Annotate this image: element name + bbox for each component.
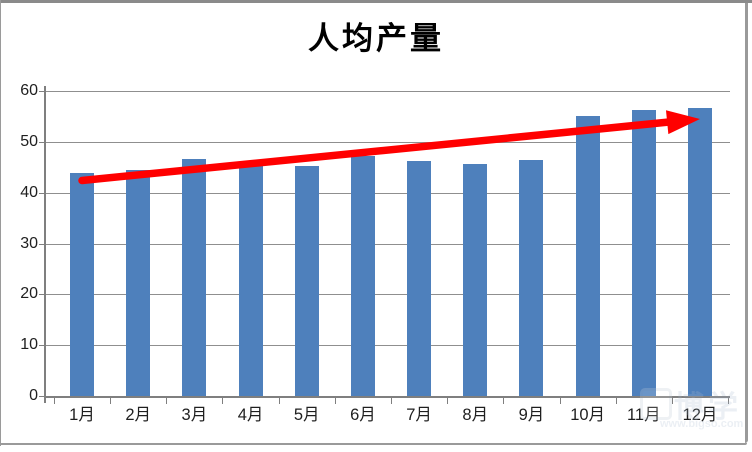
x-axis-tick: [728, 398, 730, 404]
bar: [70, 172, 94, 396]
bar: [688, 107, 712, 396]
watermark-logo-icon: [640, 388, 672, 420]
x-axis-label: 2月: [125, 406, 152, 424]
x-axis-label: 10月: [570, 406, 606, 424]
x-axis-tick: [166, 398, 168, 404]
bar: [631, 110, 656, 396]
bar: [519, 159, 544, 396]
y-axis-tick: [39, 396, 45, 397]
x-axis-tick: [334, 398, 336, 404]
gridline: [45, 141, 730, 143]
x-axis-label: 1月: [69, 406, 95, 424]
gridline: [45, 243, 730, 245]
x-axis-line: [45, 396, 730, 398]
bar: [126, 169, 151, 396]
x-axis-label: 7月: [406, 406, 432, 424]
x-axis-tick: [391, 398, 392, 404]
x-axis-tick: [615, 398, 617, 404]
x-axis-tick: [278, 398, 280, 404]
x-axis-tick: [671, 398, 673, 404]
gridline: [45, 294, 730, 296]
bar: [407, 160, 432, 396]
y-axis-label: 0: [29, 387, 38, 404]
frame-border-top: [0, 0, 752, 3]
y-axis-label: 20: [20, 285, 38, 303]
y-axis-tick: [39, 141, 45, 143]
bar: [575, 115, 600, 396]
watermark-url: www.bigso.com: [660, 418, 744, 430]
frame-border-left: [0, 0, 1, 446]
y-axis-tick: [39, 91, 45, 92]
bar: [463, 163, 488, 396]
y-axis-tick: [39, 294, 45, 296]
x-axis-tick: [447, 398, 449, 404]
bar: [350, 155, 375, 396]
y-axis-line: [44, 86, 46, 403]
chart-title: 人均产量: [308, 21, 444, 56]
y-axis-tick: [39, 243, 45, 245]
x-axis-tick: [110, 398, 112, 404]
x-axis-tick: [53, 398, 55, 404]
y-axis-label: 60: [20, 82, 38, 99]
bar: [182, 159, 207, 396]
x-axis-label: 8月: [462, 406, 489, 424]
x-axis-label: 12月: [682, 406, 718, 424]
gridline: [45, 345, 730, 347]
watermark: 博学 www.bigso.com: [638, 382, 750, 440]
x-axis-label: 4月: [237, 406, 264, 424]
x-axis-label: 9月: [518, 406, 545, 424]
y-axis-tick: [39, 192, 45, 194]
y-axis-label: 10: [20, 336, 38, 354]
x-axis-tick: [559, 398, 561, 404]
watermark-brand: 博学: [674, 391, 742, 424]
bar: [294, 165, 319, 396]
x-axis-label: 5月: [293, 406, 320, 424]
frame-border-bottom: [0, 443, 747, 445]
x-axis-tick: [222, 398, 224, 404]
y-axis-tick: [39, 345, 45, 347]
gridline: [45, 192, 730, 194]
gridline: [45, 91, 730, 92]
frame-border-right: [745, 3, 748, 443]
x-axis-label: 6月: [350, 406, 376, 424]
x-axis-label: 3月: [181, 406, 208, 424]
y-axis-label: 30: [20, 234, 38, 252]
y-axis-label: 50: [20, 132, 38, 150]
bar: [238, 162, 263, 396]
y-axis-label: 40: [20, 183, 38, 201]
x-axis-tick: [503, 398, 505, 404]
